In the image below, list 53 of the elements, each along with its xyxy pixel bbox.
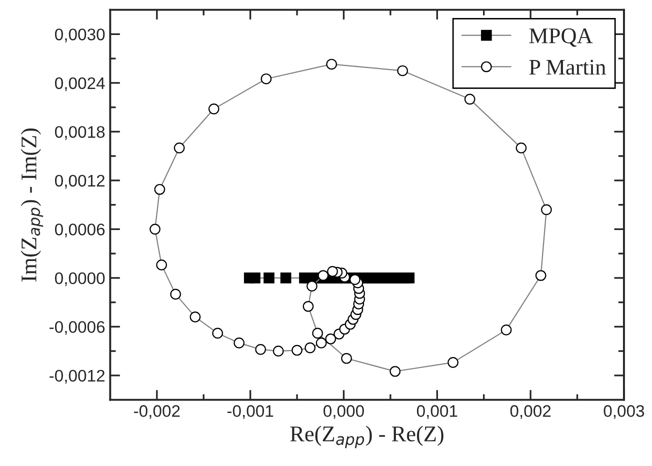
x-tick-label: 0,002 [510,405,551,419]
point [325,333,336,344]
x-tick-label: 0,001 [416,405,458,419]
x-tick-label: 0,000 [324,405,364,419]
point [264,272,274,284]
point [535,270,546,281]
point [327,266,338,277]
point [500,324,512,336]
y-tick-label: 0,0030 [55,28,105,42]
point [341,352,352,364]
point [170,288,181,300]
point [272,346,284,356]
x-axis-title: Re(Z$_{app}$) - Re(Z) [290,426,444,448]
legend-label: MPQA [529,28,593,47]
point [212,328,224,339]
point [541,204,552,216]
point [190,312,201,322]
point [306,280,318,292]
y-tick-label: 0,0024 [55,77,105,92]
point [302,300,314,312]
y-tick-label: 0,0000 [55,272,105,286]
point [404,272,415,284]
point [312,328,323,339]
point [326,58,337,70]
y-tick-label: 0,0006 [55,224,105,238]
point [154,184,166,195]
point [390,366,401,377]
point [397,65,408,76]
point [255,344,266,355]
point [250,272,260,284]
point [304,342,316,354]
point [208,104,220,114]
y-tick-label: 0,0012 [55,174,104,189]
point [318,270,329,281]
point [448,357,458,368]
x-tick-label: -0,001 [227,405,274,419]
point [464,94,476,105]
point [280,272,292,284]
y-tick-label: -0,0006 [50,321,105,335]
point [156,260,167,270]
y-tick-label: 0,0018 [55,126,105,140]
legend-label: P Martin [529,60,606,75]
y-tick-label: -0,0012 [50,370,104,384]
point [316,338,327,348]
y-axis-title: Im(Z$_{app}$) - Im(Z) [20,128,44,282]
point [292,344,302,356]
point [234,338,245,348]
point [260,73,272,84]
x-tick-label: 0,003 [604,405,644,419]
point [174,142,185,154]
point [516,142,527,154]
x-tick-label: -0,002 [134,405,180,419]
point [150,224,160,235]
